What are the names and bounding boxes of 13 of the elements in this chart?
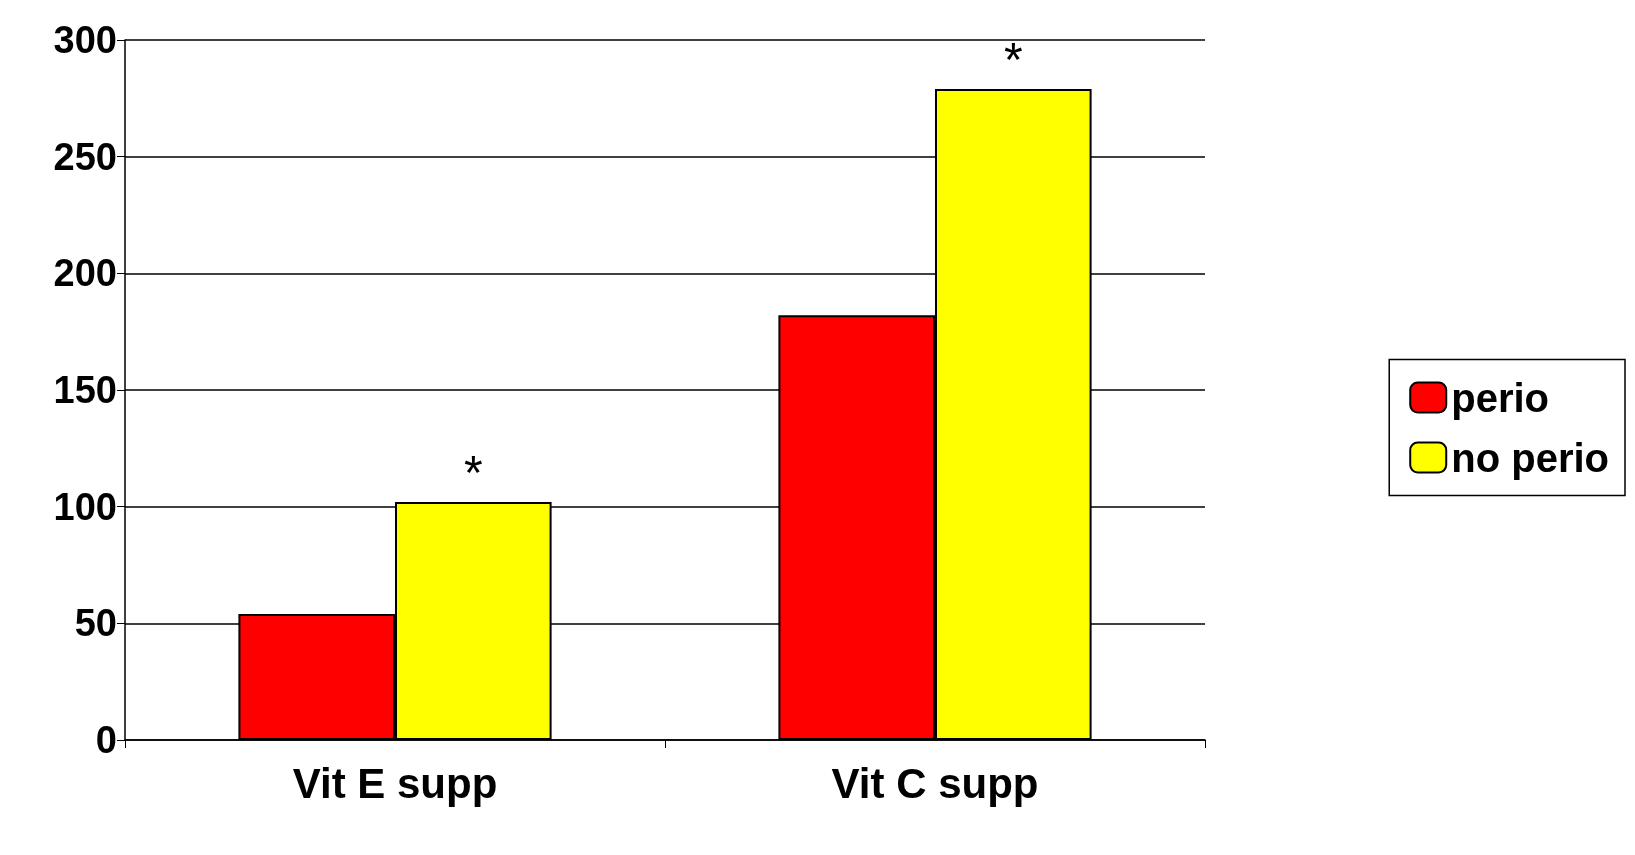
y-tick-label: 200 xyxy=(53,252,117,295)
annotation: * xyxy=(463,445,483,499)
y-tick-label: 50 xyxy=(74,602,117,645)
y-tick-label: 0 xyxy=(95,719,117,761)
y-tick-label: 150 xyxy=(53,369,117,411)
y-tick-label: 250 xyxy=(53,135,117,178)
y-tick-label: 100 xyxy=(53,485,117,528)
x-tick-label: Vit E supp xyxy=(292,759,498,807)
legend-label: perio xyxy=(1451,375,1550,420)
legend-label: no perio xyxy=(1451,435,1610,480)
x-tick-label: Vit C supp xyxy=(831,759,1039,807)
y-tick-label: 300 xyxy=(53,19,117,61)
annotation: * xyxy=(1003,32,1023,86)
